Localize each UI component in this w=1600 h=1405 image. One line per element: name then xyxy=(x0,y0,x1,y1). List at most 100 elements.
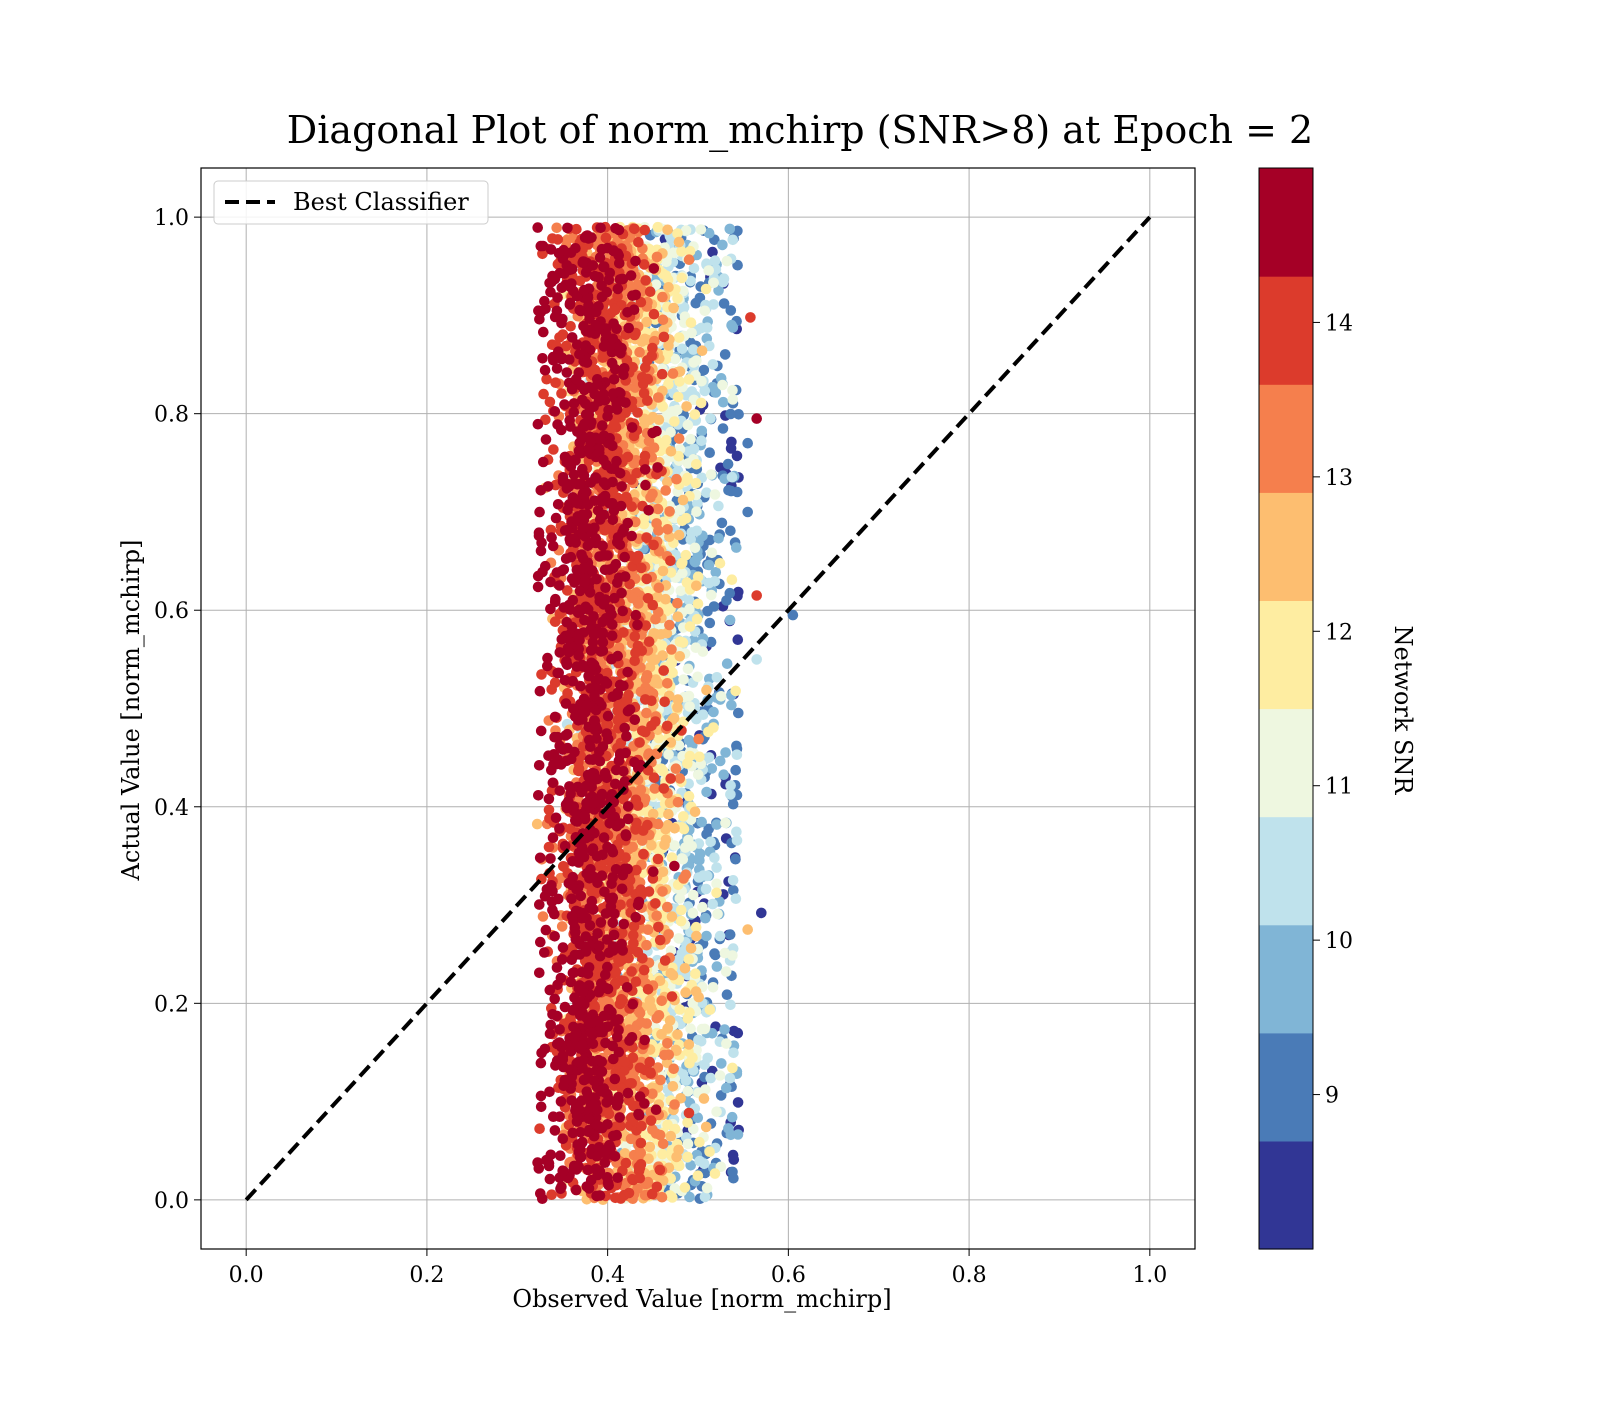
scatter-point xyxy=(655,1165,666,1176)
scatter-point xyxy=(682,577,693,588)
scatter-point xyxy=(647,489,658,500)
scatter-point xyxy=(661,435,672,446)
scatter-point xyxy=(668,303,679,314)
scatter-point xyxy=(546,1189,557,1200)
scatter-point xyxy=(644,636,655,647)
scatter-point xyxy=(683,1139,694,1150)
scatter-point xyxy=(666,446,677,457)
scatter-point xyxy=(685,434,696,445)
scatter-point xyxy=(712,909,723,920)
scatter-point xyxy=(691,459,702,470)
scatter-point xyxy=(715,1070,726,1081)
scatter-point xyxy=(707,548,718,559)
scatter-point xyxy=(709,852,720,863)
scatter-point xyxy=(729,1026,740,1037)
scatter-point xyxy=(726,486,737,497)
scatter-point xyxy=(684,1007,695,1018)
scatter-point xyxy=(701,884,712,895)
scatter-point xyxy=(729,1154,740,1165)
scatter-point xyxy=(678,811,689,822)
scatter-point xyxy=(685,1023,696,1034)
scatter-point xyxy=(701,284,712,295)
scatter-point xyxy=(680,987,691,998)
scatter-point xyxy=(653,854,664,865)
scatter-point xyxy=(662,1038,673,1049)
scatter-point xyxy=(680,842,691,853)
scatter-point xyxy=(672,293,683,304)
scatter-point xyxy=(732,835,743,846)
scatter-point xyxy=(718,769,729,780)
scatter-point xyxy=(673,392,684,403)
scatter-point xyxy=(640,225,651,236)
scatter-point xyxy=(677,558,688,569)
scatter-point xyxy=(632,407,643,418)
scatter-point xyxy=(650,898,661,909)
scatter-point xyxy=(731,542,742,553)
scatter-point xyxy=(667,1192,678,1203)
scatter-point xyxy=(727,1112,738,1123)
scatter-point xyxy=(674,332,685,343)
scatter-point xyxy=(702,322,713,333)
scatter-point xyxy=(681,513,692,524)
scatter-point xyxy=(618,627,629,638)
scatter-point xyxy=(634,347,645,358)
scatter-point xyxy=(703,265,714,276)
scatter-point xyxy=(668,1081,679,1092)
scatter-point xyxy=(713,533,724,544)
scatter-point xyxy=(646,1115,657,1126)
scatter-point xyxy=(557,921,568,932)
scatter-point xyxy=(693,992,704,1003)
scatter-point xyxy=(728,799,739,810)
scatter-point xyxy=(725,929,736,940)
scatter-point xyxy=(721,1038,732,1049)
scatter-point xyxy=(693,599,704,610)
scatter-point xyxy=(751,590,762,601)
scatter-point xyxy=(672,598,683,609)
scatter-point xyxy=(678,495,689,506)
scatter-point xyxy=(692,526,703,537)
scatter-point xyxy=(730,686,741,697)
scatter-point xyxy=(705,413,716,424)
scatter-point xyxy=(636,886,647,897)
scatter-point xyxy=(663,749,674,760)
chart-title: Diagonal Plot of norm_mchirp (SNR>8) at … xyxy=(287,108,1313,153)
scatter-point xyxy=(671,474,682,485)
scatter-point xyxy=(721,1083,732,1094)
scatter-point xyxy=(720,349,731,360)
scatter-point xyxy=(635,1163,646,1174)
scatter-point xyxy=(683,420,694,431)
scatter-point xyxy=(640,694,651,705)
scatter-point xyxy=(699,1093,710,1104)
scatter-point xyxy=(675,651,686,662)
scatter-point xyxy=(718,397,729,408)
scatter-point xyxy=(627,593,638,604)
scatter-point xyxy=(664,506,675,517)
scatter-point xyxy=(703,727,714,738)
scatter-point xyxy=(725,615,736,626)
scatter-point xyxy=(677,273,688,284)
scatter-point xyxy=(721,966,732,977)
scatter-point xyxy=(650,614,661,625)
scatter-point xyxy=(705,618,716,629)
scatter-point xyxy=(720,818,731,829)
scatter-point xyxy=(716,1058,727,1069)
scatter-point xyxy=(728,875,739,886)
scatter-point xyxy=(711,1106,722,1117)
scatter-point xyxy=(690,543,701,554)
scatter-point xyxy=(704,447,715,458)
scatter-point xyxy=(688,890,699,901)
scatter-point xyxy=(601,233,612,244)
scatter-point xyxy=(663,282,674,293)
scatter-point xyxy=(587,887,598,898)
scatter-point xyxy=(661,270,672,281)
scatter-point xyxy=(634,737,645,748)
scatter-point xyxy=(731,893,742,904)
scatter-point xyxy=(659,1050,670,1061)
scatter-point xyxy=(692,672,703,683)
scatter-point xyxy=(658,566,669,577)
scatter-point xyxy=(687,1052,698,1063)
scatter-point xyxy=(725,224,736,235)
scatter-point xyxy=(565,321,576,332)
scatter-point xyxy=(693,769,704,780)
scatter-point xyxy=(727,385,738,396)
